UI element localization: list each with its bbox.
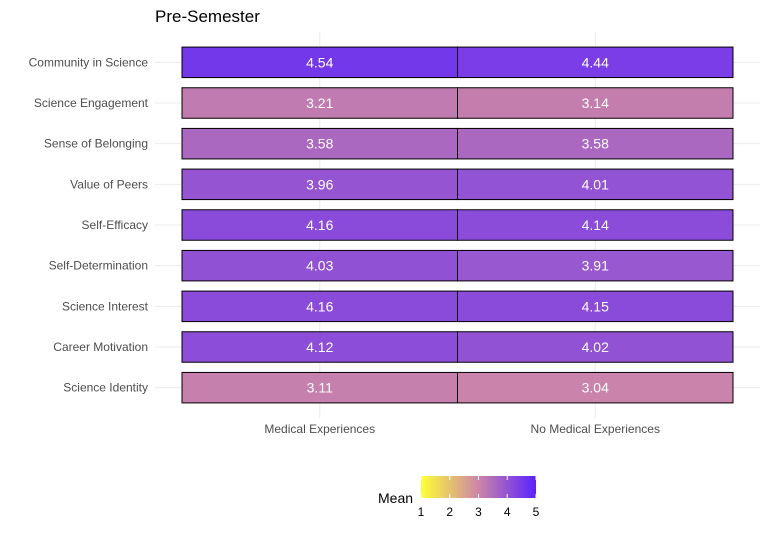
y-axis-labels: Community in Science Science Engagement Se… [29, 55, 149, 394]
heatmap-cell [457, 249, 734, 282]
y-tick-label: Sense of Belonging [44, 137, 148, 151]
y-tick-label: Community in Science [29, 55, 149, 69]
heatmap-cell [457, 331, 734, 363]
y-tick-label: Career Motivation [53, 340, 148, 354]
chart-title: Pre-Semester [155, 7, 260, 26]
cell-value-label: 3.14 [582, 95, 609, 111]
cell-value-label: 4.44 [582, 54, 609, 70]
heatmap-cell [457, 127, 734, 160]
color-legend: Mean 1 2 3 4 5 [378, 476, 540, 519]
cell-value-label: 3.96 [306, 176, 333, 192]
cell-value-label: 4.54 [306, 54, 333, 70]
heatmap-cell [457, 290, 734, 323]
legend-tick-label: 4 [504, 505, 511, 519]
cell-value-label: 3.04 [582, 380, 609, 396]
cell-value-label: 3.58 [582, 136, 609, 152]
heatmap-cell [181, 371, 458, 404]
cell-value-label: 4.12 [306, 339, 333, 355]
heatmap-cell [457, 209, 734, 241]
heatmap-cell [181, 127, 458, 160]
legend-tick-label: 2 [446, 505, 453, 519]
heatmap-cell [181, 290, 458, 323]
cell-value-label: 4.01 [582, 176, 609, 192]
cell-value-label: 4.16 [306, 298, 333, 314]
cell-value-label: 3.58 [306, 136, 333, 152]
heatmap-cell [181, 209, 458, 241]
y-tick-label: Science Engagement [34, 96, 149, 110]
cell-value-label: 3.21 [306, 95, 333, 111]
heatmap-cells: 4.54 4.44 3.21 3.14 3.58 3.58 3.96 4.01 4.16 4.14… [181, 46, 734, 404]
cell-value-label: 4.14 [582, 217, 609, 233]
heatmap-cell [181, 46, 458, 79]
legend-tick-label: 3 [475, 505, 482, 519]
cell-value-label: 3.11 [307, 380, 333, 396]
y-tick-label: Science Identity [63, 381, 148, 395]
cell-value-label: 4.03 [306, 258, 333, 274]
cell-value-label: 4.15 [582, 298, 609, 314]
x-tick-label: Medical Experiences [264, 422, 375, 436]
legend-tick-label: 5 [533, 505, 540, 519]
x-axis-labels: Medical Experiences No Medical Experience… [264, 422, 660, 436]
heatmap-cell [457, 371, 734, 404]
cell-value-label: 4.02 [582, 339, 609, 355]
heatmap-cell [181, 249, 458, 282]
y-tick-label: Self-Determination [49, 259, 148, 273]
legend-tick-label: 1 [418, 505, 425, 519]
legend-colorbar [421, 476, 536, 498]
heatmap-cell [181, 331, 458, 363]
y-tick-label: Value of Peers [70, 177, 148, 191]
heatmap-cell [457, 46, 734, 79]
heatmap-cell [181, 168, 458, 201]
y-tick-label: Self-Efficacy [82, 218, 148, 232]
cell-value-label: 4.16 [306, 217, 333, 233]
heatmap-cell [457, 87, 734, 119]
x-tick-label: No Medical Experiences [531, 422, 660, 436]
legend-title: Mean [378, 490, 413, 506]
y-tick-label: Science Interest [62, 299, 149, 313]
cell-value-label: 3.91 [582, 258, 609, 274]
heatmap-cell [457, 168, 734, 201]
